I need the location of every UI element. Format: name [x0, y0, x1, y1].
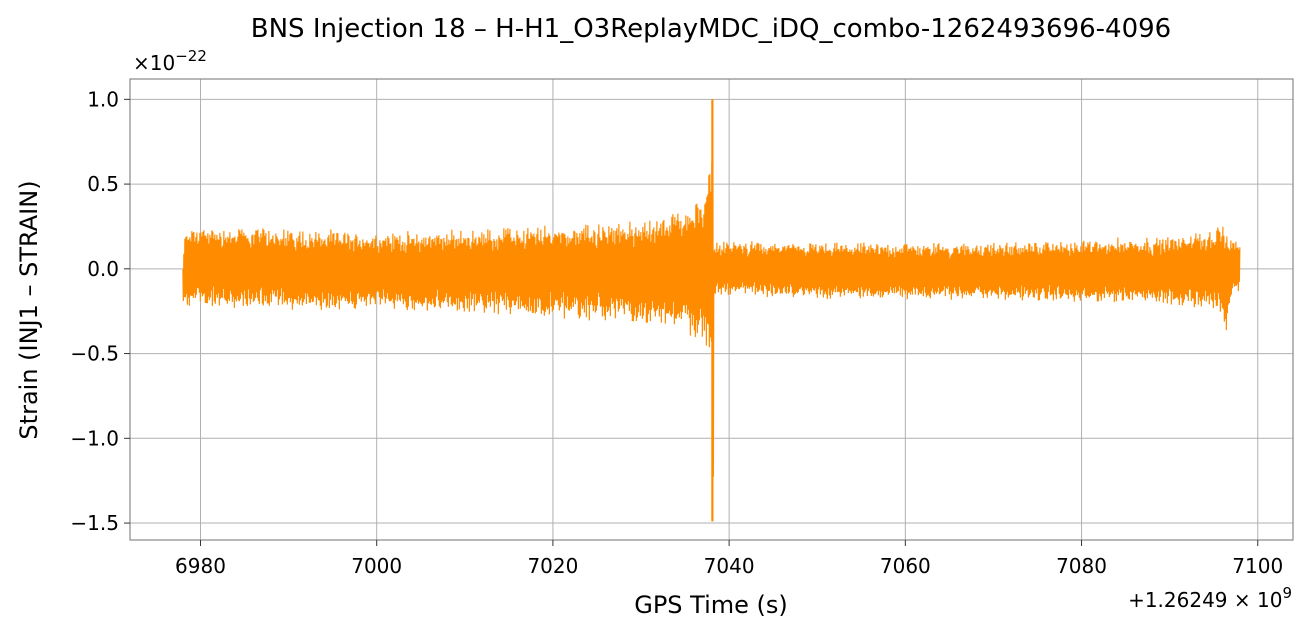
x-tick-label: 7020	[527, 554, 578, 578]
chart-title: BNS Injection 18 – H-H1_O3ReplayMDC_iDQ_…	[251, 14, 1171, 44]
y-axis-ticks: 1.0 0.5 0.0 −0.5 −1.0 −1.5	[70, 87, 130, 535]
y-tick-label: −1.0	[70, 426, 119, 450]
x-axis-offset: +1.26249 × 109	[1128, 584, 1292, 612]
x-tick-label: 7000	[351, 554, 402, 578]
svg-text:+1.26249 × 109: +1.26249 × 109	[1128, 584, 1292, 612]
x-tick-label: 7040	[704, 554, 755, 578]
y-tick-label: 1.0	[87, 87, 119, 111]
x-axis-label: GPS Time (s)	[634, 591, 788, 619]
x-tick-label: 7100	[1232, 554, 1283, 578]
x-axis-ticks: 6980 7000 7020 7040 7060 7080 7100	[175, 540, 1283, 578]
y-tick-label: 0.5	[87, 172, 119, 196]
y-tick-label: −1.5	[70, 511, 119, 535]
x-tick-label: 7060	[880, 554, 931, 578]
x-offset-main: +1.26249	[1128, 588, 1227, 612]
y-tick-label: −0.5	[70, 342, 119, 366]
x-tick-label: 7080	[1056, 554, 1107, 578]
y-axis-multiplier: ×10−22	[133, 47, 207, 75]
axes-frame	[129, 78, 1294, 541]
y-multiplier-exponent: −22	[175, 47, 207, 65]
y-tick-label: 0.0	[87, 257, 119, 281]
y-axis-label: Strain (INJ1 – STRAIN)	[15, 180, 43, 439]
svg-text:×10−22: ×10−22	[133, 47, 207, 75]
x-offset-exponent: 9	[1282, 584, 1292, 602]
y-multiplier-base: ×10	[133, 51, 175, 75]
plot-area	[182, 99, 1241, 522]
x-tick-label: 6980	[175, 554, 226, 578]
